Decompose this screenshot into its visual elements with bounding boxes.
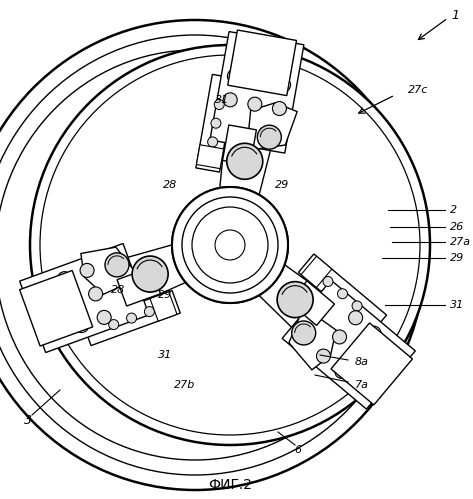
Polygon shape [196, 74, 236, 172]
Circle shape [333, 330, 347, 344]
Circle shape [182, 197, 278, 293]
Circle shape [351, 345, 365, 359]
Text: 31: 31 [215, 95, 229, 105]
Text: 8a: 8a [355, 357, 369, 367]
Polygon shape [289, 281, 334, 325]
Circle shape [367, 326, 381, 340]
Text: 29: 29 [158, 290, 172, 300]
Polygon shape [210, 31, 304, 153]
Text: 27a: 27a [450, 237, 471, 247]
Circle shape [227, 143, 263, 179]
Circle shape [30, 45, 430, 445]
Text: 2: 2 [450, 205, 457, 215]
Circle shape [323, 276, 333, 286]
Polygon shape [117, 267, 160, 306]
Polygon shape [301, 256, 332, 287]
Circle shape [88, 287, 103, 301]
Circle shape [144, 306, 154, 316]
Text: 28: 28 [111, 285, 125, 295]
Text: 31: 31 [158, 350, 172, 360]
Circle shape [352, 301, 362, 311]
Circle shape [182, 197, 278, 293]
Circle shape [208, 137, 218, 147]
Circle shape [105, 253, 129, 277]
Polygon shape [259, 265, 350, 352]
Polygon shape [94, 245, 185, 315]
Polygon shape [19, 270, 93, 346]
Circle shape [215, 230, 245, 260]
Circle shape [127, 313, 137, 323]
Text: 26: 26 [450, 222, 464, 232]
Circle shape [214, 99, 224, 109]
Circle shape [338, 289, 348, 299]
Circle shape [272, 101, 287, 115]
Polygon shape [83, 290, 180, 346]
Polygon shape [196, 145, 224, 169]
Circle shape [228, 69, 241, 83]
Text: 1: 1 [451, 8, 459, 21]
Polygon shape [282, 280, 415, 409]
Circle shape [349, 311, 363, 325]
Circle shape [215, 230, 245, 260]
Text: 27c: 27c [408, 85, 429, 95]
Polygon shape [298, 254, 386, 333]
Text: 27b: 27b [175, 380, 196, 390]
Circle shape [335, 364, 349, 379]
Circle shape [277, 281, 313, 318]
Circle shape [66, 295, 80, 309]
Circle shape [172, 187, 288, 303]
Circle shape [80, 263, 94, 277]
Circle shape [58, 271, 71, 285]
Polygon shape [289, 307, 336, 370]
Circle shape [132, 256, 168, 292]
Text: 28: 28 [163, 180, 177, 190]
Polygon shape [220, 108, 279, 194]
Polygon shape [223, 125, 256, 165]
Polygon shape [331, 323, 412, 405]
Text: 29: 29 [450, 253, 464, 263]
Circle shape [252, 73, 266, 87]
Polygon shape [81, 247, 140, 294]
Text: 29: 29 [275, 180, 289, 190]
Circle shape [223, 93, 237, 107]
Text: 31: 31 [450, 300, 464, 310]
Circle shape [172, 187, 288, 303]
Text: ФИГ.2: ФИГ.2 [208, 478, 252, 492]
Circle shape [316, 349, 331, 363]
Polygon shape [150, 292, 177, 321]
Circle shape [248, 97, 262, 111]
Polygon shape [20, 244, 149, 352]
Circle shape [257, 125, 281, 149]
Text: 6: 6 [294, 445, 302, 455]
Circle shape [211, 118, 221, 128]
Polygon shape [247, 103, 297, 151]
Circle shape [292, 321, 315, 345]
Text: 3: 3 [24, 414, 32, 427]
Circle shape [109, 319, 119, 329]
Circle shape [97, 310, 111, 324]
Circle shape [277, 78, 290, 92]
Text: 7a: 7a [355, 380, 369, 390]
Circle shape [75, 318, 88, 333]
Polygon shape [228, 30, 297, 96]
